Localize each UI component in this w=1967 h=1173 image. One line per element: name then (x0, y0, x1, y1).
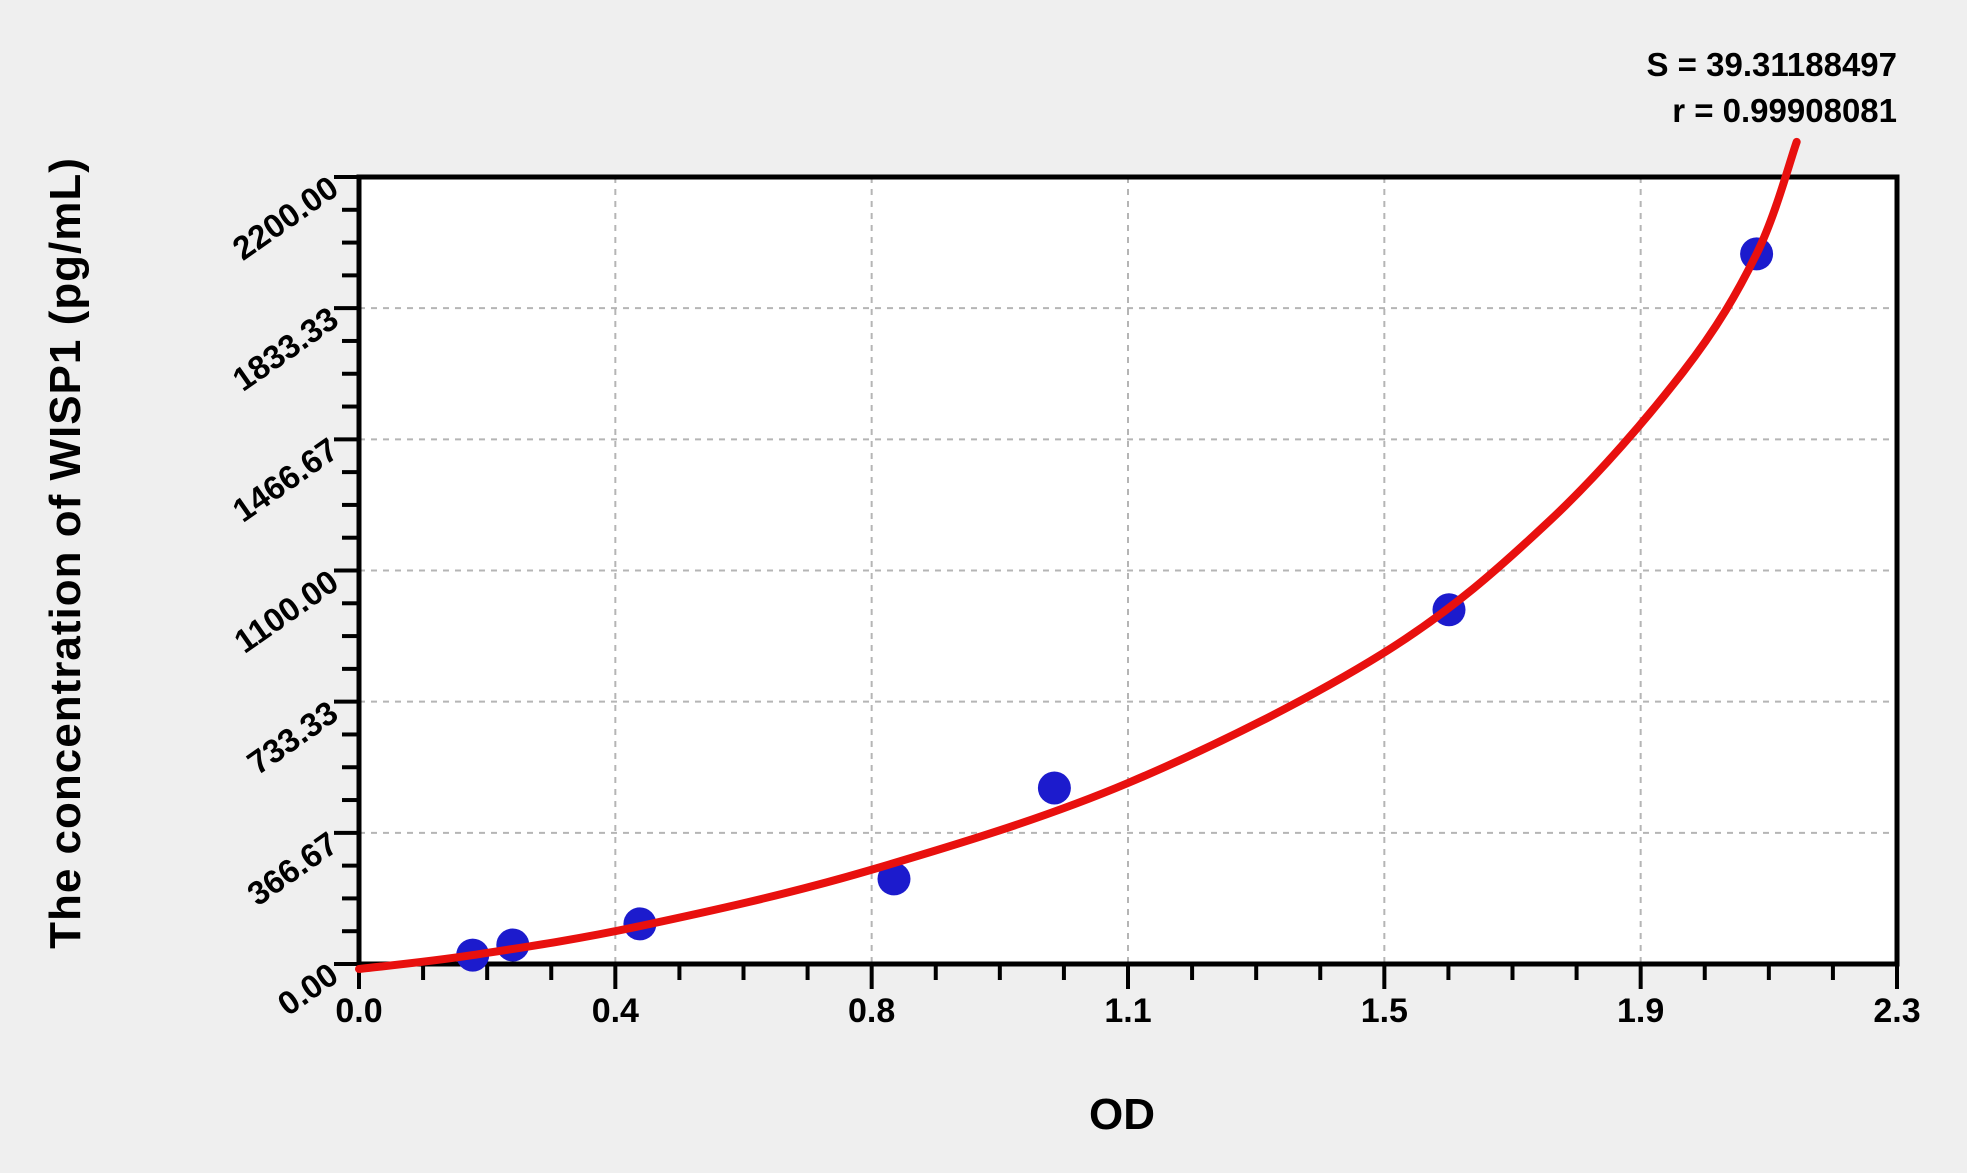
stat-s-value: S = 39.31188497 (1646, 46, 1898, 83)
fit-curve (355, 137, 1801, 973)
data-point (877, 862, 911, 896)
x-tick-label: 0.0 (335, 992, 383, 1030)
y-axis-title: The concentration of WISP1 (pg/mL) (41, 157, 90, 949)
grid-lines (359, 177, 1897, 964)
x-axis-title: OD (1089, 1090, 1155, 1139)
x-tick-label: 0.8 (848, 992, 896, 1030)
fit-statistics: S = 39.31188497 r = 0.99908081 (1647, 42, 1898, 134)
stat-r-value: r = 0.99908081 (1672, 92, 1897, 129)
plot-border (356, 174, 1900, 967)
data-point (1037, 771, 1071, 805)
x-tick-label: 1.1 (1104, 992, 1152, 1030)
x-tick-label: 1.5 (1360, 992, 1408, 1030)
x-tick-label: 0.4 (591, 992, 639, 1030)
x-tick-label: 2.3 (1873, 992, 1921, 1030)
x-tick-label: 1.9 (1617, 992, 1665, 1030)
axis-ticks (334, 175, 1899, 989)
